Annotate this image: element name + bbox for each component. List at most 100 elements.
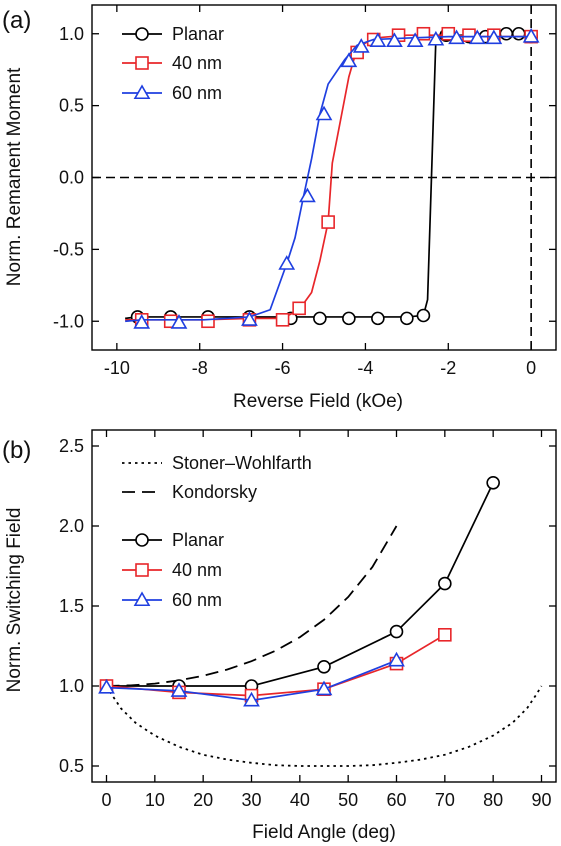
panel-a-legend-60-nm: 60 nm [122,83,222,103]
panel-b-y-tick-label: 2.5 [59,436,84,456]
panel-b-series-40-nm-line [106,634,446,697]
panel-a-series-planar-marker [416,308,431,323]
panel-a-legend-40-nm-label: 40 nm [172,53,222,73]
panel-a-label: (a) [2,7,31,34]
panel-b-legend-kondorsky-label: Kondorsky [172,482,257,502]
panel-a-x-tick-label: -10 [104,358,130,378]
panel-b-legend-40-nm: 40 nm [122,560,222,580]
panel-b-legend-60-nm: 60 nm [122,590,222,610]
panel-a-series-planar-marker [400,311,414,326]
panel-b-series-planar-marker [486,475,500,490]
panel-a-series-40-nm-marker [201,314,215,329]
panel-a-y-tick-label: -0.5 [53,239,84,259]
panel-a-series-40-nm-marker [275,313,290,327]
panel-a-series-60-nm-marker [315,105,333,121]
panel-a-series-60-nm-marker [386,32,403,47]
panel-b-series [98,475,543,767]
panel-b-legend-40-nm-marker [135,563,149,577]
panel-b-x-tick-label: 30 [241,790,261,810]
panel-b-y-tick-label: 0.5 [59,756,84,776]
panel-b-axes: 0 10 20 30 40 50 60 70 80 90 0.5 1.0 1.5 2.0 2.5 [59,430,556,810]
panel-a-series-60-nm-marker [468,29,486,45]
panel-a-reference-lines [92,5,556,350]
panel-a-series-60-nm-marker [241,311,258,326]
panel-a-axes: -10 -8 -6 -4 -2 0 -1.0 -0.5 0.0 0.5 1.0 [53,5,556,378]
panel-a-x-tick-label: -6 [275,358,291,378]
panel-a-y-axis-title: Norm. Remanent Moment [4,67,25,286]
panel-a-series-planar-marker [342,311,356,326]
panel-b-series-planar-marker [389,624,404,639]
panel-a-series-60-nm [125,28,540,329]
panel-b-series-40-nm-marker [438,627,452,642]
panel-a-series-60-nm-marker [448,29,465,45]
panel-a-legend-planar-label: Planar [172,24,224,44]
panel-a-x-tick-label: -8 [192,358,208,378]
panel-a-series-40-nm-marker [321,215,335,229]
panel-a-series-60-nm-marker [369,32,387,47]
panel-b-x-tick-label: 80 [483,790,503,810]
panel-b-legend-kondorsky: Kondorsky [122,482,257,502]
panel-a-legend-60-nm-label: 60 nm [172,83,222,103]
panel-b-series-kondorsky-line [106,525,398,687]
panel-a-legend-planar-marker [135,27,149,41]
panel-a-series-60-nm-marker [352,38,370,53]
panel-a-y-tick-label: -1.0 [53,311,84,331]
panel-a-series-60-nm-marker [170,314,188,329]
panel-b-legend-stoner-wohlfarth-label: Stoner–Wohlfarth [172,453,312,473]
panel-a-series-planar-marker [313,311,327,326]
panel-a-legend-40-nm: 40 nm [122,53,222,73]
panel-b-x-tick-label: 0 [101,790,111,810]
panel-a-legend: Planar 40 nm 60 nm [122,24,224,103]
panel-b-y-axis-title: Norm. Switching Field [4,508,25,693]
panel-b-legend: Stoner–Wohlfarth Kondorsky Planar 40 nm 60 n… [122,453,312,610]
panel-a-x-tick-label: -2 [440,358,456,378]
panel-b-series-planar [99,475,500,693]
panel-b-series-60-nm-marker [243,691,260,707]
panel-b-legend-planar-marker [135,533,149,547]
panel-b-series-60-nm-marker [388,651,405,667]
panel-a-legend-60-nm-marker [133,84,151,100]
panel-a-y-tick-label: 0.0 [59,168,84,188]
panel-a-legend-planar: Planar [122,24,224,44]
panel-a-x-tick-label: -4 [357,358,373,378]
panel-a-x-tick-label: 0 [526,358,536,378]
panel-b-legend-40-nm-label: 40 nm [172,560,222,580]
panel-a-series-60-nm-marker [133,314,151,329]
panel-b-series-planar-marker [317,659,331,674]
panel-a-series-60-nm-marker [299,187,316,203]
panel-b-legend-planar: Planar [122,530,224,550]
panel-a-remanence-chart: (a) -10 -8 -6 -4 -2 0 -1.0 -0.5 0.0 0.5 1.0 Planar… [2,4,557,412]
panel-a-series-planar-marker [511,26,526,41]
panel-b-legend-60-nm-label: 60 nm [172,590,222,610]
panel-b-series-60-nm-marker [170,682,188,697]
panel-b-series-kondorsky [106,525,398,687]
panel-a-series-60-nm-marker [406,32,424,47]
panel-b-y-tick-label: 2.0 [59,516,84,536]
panel-a-series-60-nm-marker [485,29,503,45]
panel-b-x-tick-label: 20 [193,790,213,810]
panel-b-legend-60-nm-marker [133,591,151,607]
panel-a-series-60-nm-marker [522,28,540,43]
panel-b-x-tick-label: 60 [386,790,406,810]
panel-a-legend-40-nm-marker [135,56,149,70]
panel-b-x-tick-label: 50 [338,790,358,810]
panel-b-series-60-nm [98,651,405,707]
panel-b-x-axis-title: Field Angle (deg) [252,822,396,843]
panel-a-series-planar-marker [371,311,385,326]
panel-b-switching-chart: (b) 0 10 20 30 40 50 60 70 80 90 0.5 1.0 1.5 2.0 2.5 S… [2,429,557,843]
panel-a-x-axis-title: Reverse Field (kOe) [233,391,403,412]
panel-b-y-tick-label: 1.0 [59,676,84,696]
panel-b-x-tick-label: 90 [531,790,551,810]
panel-a-series-40-nm-marker [292,301,306,316]
panel-a-series-60-nm-line [125,35,532,323]
panel-b-y-tick-label: 1.5 [59,596,84,616]
panel-b-x-tick-label: 70 [435,790,455,810]
panel-b-series-60-nm-marker [98,678,115,694]
panel-b-series-stoner-wohlfarth [105,685,543,767]
panel-a-y-tick-label: 0.5 [59,96,84,116]
panel-a-series-60-nm-marker [340,52,358,68]
panel-a-series-60-nm-marker [427,30,445,46]
panel-a-series [125,26,540,329]
panel-a-y-tick-label: 1.0 [59,24,84,44]
